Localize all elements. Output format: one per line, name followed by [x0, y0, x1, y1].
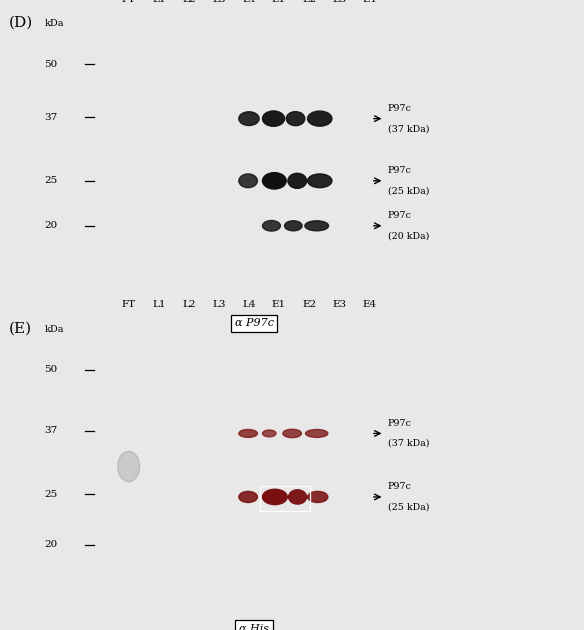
Ellipse shape: [288, 490, 307, 504]
Ellipse shape: [262, 490, 287, 505]
Text: L4: L4: [242, 0, 256, 4]
Ellipse shape: [284, 220, 302, 231]
Text: L1: L1: [152, 300, 165, 309]
Ellipse shape: [263, 173, 286, 189]
Text: α P97c: α P97c: [235, 318, 273, 328]
Text: L4: L4: [242, 300, 256, 309]
Text: 20: 20: [44, 540, 58, 549]
Text: E1: E1: [272, 0, 286, 4]
Ellipse shape: [286, 112, 305, 125]
Text: L1: L1: [152, 0, 165, 4]
Text: E4: E4: [362, 0, 376, 4]
Text: P97c: P97c: [388, 211, 412, 220]
Ellipse shape: [262, 220, 280, 231]
Ellipse shape: [239, 491, 258, 503]
Text: 37: 37: [44, 427, 58, 435]
Ellipse shape: [118, 451, 140, 482]
Text: 50: 50: [44, 60, 58, 69]
Text: kDa: kDa: [44, 325, 64, 334]
Text: E3: E3: [332, 300, 346, 309]
Text: (20 kDa): (20 kDa): [388, 231, 429, 241]
Text: L3: L3: [212, 0, 225, 4]
Text: L3: L3: [212, 300, 225, 309]
Text: kDa: kDa: [44, 20, 64, 28]
Text: 25: 25: [44, 176, 58, 185]
Text: P97c: P97c: [388, 483, 412, 491]
Text: (25 kDa): (25 kDa): [388, 186, 429, 195]
Ellipse shape: [308, 111, 332, 126]
Text: P97c: P97c: [388, 104, 412, 113]
Ellipse shape: [305, 220, 329, 231]
Text: (E): (E): [9, 321, 32, 335]
Ellipse shape: [239, 174, 258, 188]
Ellipse shape: [308, 491, 328, 503]
Text: (37 kDa): (37 kDa): [388, 439, 429, 448]
Text: α His: α His: [239, 624, 269, 630]
Bar: [260, 486, 310, 512]
Ellipse shape: [288, 173, 307, 188]
Ellipse shape: [239, 430, 258, 437]
Text: L2: L2: [182, 300, 196, 309]
Text: E3: E3: [332, 0, 346, 4]
Ellipse shape: [305, 430, 328, 437]
Text: E1: E1: [272, 300, 286, 309]
Text: (D): (D): [9, 16, 33, 30]
Text: 20: 20: [44, 221, 58, 231]
Text: 50: 50: [44, 365, 58, 374]
Text: 25: 25: [44, 490, 58, 499]
Text: P97c: P97c: [388, 166, 412, 175]
Text: L2: L2: [182, 0, 196, 4]
Text: P97c: P97c: [388, 419, 412, 428]
Ellipse shape: [262, 111, 284, 126]
Text: E4: E4: [362, 300, 376, 309]
Text: 37: 37: [44, 113, 58, 122]
Text: (25 kDa): (25 kDa): [388, 503, 429, 512]
Text: FT: FT: [121, 300, 135, 309]
Ellipse shape: [308, 174, 332, 188]
Ellipse shape: [283, 429, 301, 438]
Ellipse shape: [262, 430, 276, 437]
Text: E2: E2: [302, 0, 316, 4]
Ellipse shape: [239, 112, 259, 125]
Text: FT: FT: [121, 0, 135, 4]
Text: (37 kDa): (37 kDa): [388, 124, 429, 133]
Text: E2: E2: [302, 300, 316, 309]
